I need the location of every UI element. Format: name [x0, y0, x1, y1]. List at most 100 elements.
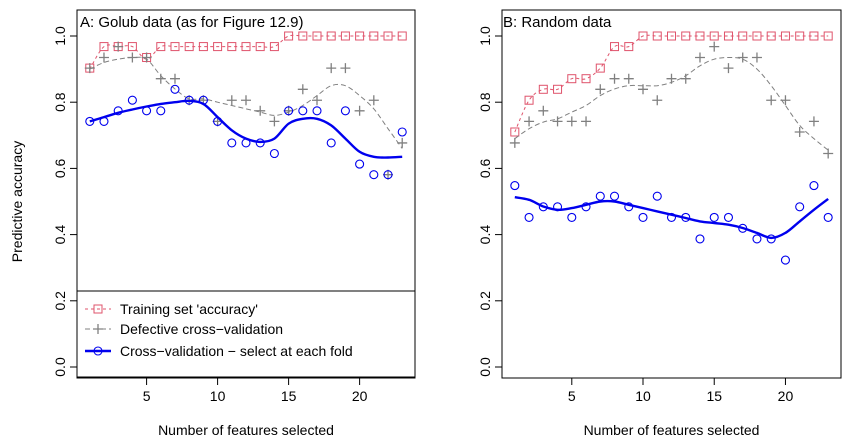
data-point — [553, 202, 563, 212]
data-point — [355, 31, 365, 41]
data-point — [809, 181, 819, 191]
data-point — [581, 202, 591, 212]
data-point — [226, 95, 237, 106]
data-point — [723, 31, 733, 41]
data-point — [666, 212, 677, 222]
data-point — [823, 31, 833, 41]
data-point — [155, 73, 166, 84]
data-point — [566, 116, 577, 127]
data-point — [623, 73, 634, 84]
panel-a-x-axis-label: Number of features selected — [158, 422, 334, 438]
y-tick-label: 1.0 — [52, 26, 68, 46]
data-point — [127, 95, 137, 105]
series-line — [514, 196, 829, 240]
legend-swatch-marker — [93, 304, 103, 314]
series-line — [514, 56, 829, 151]
data-point — [113, 106, 123, 116]
data-point — [666, 73, 677, 84]
data-point — [766, 234, 776, 244]
y-tick-label: 0.6 — [52, 158, 68, 178]
y-tick-label: 1.0 — [477, 26, 493, 46]
data-point — [595, 84, 606, 95]
y-tick-label: 0.0 — [52, 357, 68, 377]
data-point — [355, 159, 365, 169]
data-point — [694, 52, 705, 63]
data-point — [368, 95, 379, 106]
data-point — [184, 95, 194, 105]
data-point — [312, 106, 322, 116]
legend-swatch-marker — [93, 324, 103, 334]
panel-b-plot-area: 5 10 15 20 0.0 0.2 0.4 0.6 0.8 1.0 — [477, 9, 842, 404]
data-point — [383, 170, 393, 180]
data-point — [397, 137, 408, 148]
legend-box — [76, 290, 416, 378]
data-point — [326, 138, 336, 148]
data-point — [652, 191, 662, 201]
data-point — [624, 202, 634, 212]
series-line — [89, 99, 403, 159]
data-point — [752, 234, 762, 244]
y-tick-label: 0.4 — [52, 225, 68, 245]
panel-a: A: Golub data (as for Figure 12.9) Numbe… — [9, 9, 416, 438]
data-point — [752, 31, 762, 41]
data-point — [255, 42, 265, 52]
data-point — [553, 84, 563, 94]
data-point — [255, 105, 266, 116]
data-point — [312, 95, 323, 106]
data-point — [312, 31, 322, 41]
data-point — [681, 31, 691, 41]
data-point — [369, 31, 379, 41]
data-point — [524, 95, 534, 105]
data-point — [383, 31, 393, 41]
y-tick-label: 0.8 — [477, 92, 493, 112]
panel-b-title: B: Random data — [503, 14, 612, 31]
data-point — [638, 212, 648, 222]
data-point — [156, 106, 166, 116]
data-point — [369, 170, 379, 180]
data-point — [652, 31, 662, 41]
x-tick-label: 20 — [352, 388, 368, 404]
data-point — [680, 73, 691, 84]
data-point — [156, 42, 166, 52]
data-point — [269, 148, 279, 159]
legend-label-training: Training set 'accuracy' — [120, 301, 258, 317]
x-tick-label: 15 — [281, 388, 297, 404]
data-point — [709, 41, 720, 52]
y-tick-label: 0.4 — [477, 225, 493, 245]
legend-label-cv-each-fold: Cross−validation − select at each fold — [120, 343, 353, 359]
x-tick-label: 5 — [568, 388, 576, 404]
panel-a-y-axis-label: Predictive accuracy — [9, 141, 25, 262]
y-tick-label: 0.8 — [52, 92, 68, 112]
data-point — [552, 116, 563, 127]
data-point — [638, 31, 648, 41]
data-point — [340, 106, 350, 116]
data-point — [809, 31, 819, 41]
data-point — [340, 63, 351, 74]
data-point — [723, 212, 734, 222]
panel-a-legend: Training set 'accuracy' Defective cross−… — [76, 290, 416, 378]
data-point — [326, 63, 337, 74]
data-point — [99, 116, 109, 126]
panel-a-title: A: Golub data (as for Figure 12.9) — [80, 14, 303, 31]
data-point — [298, 106, 308, 116]
data-point — [284, 106, 294, 116]
data-point — [99, 42, 109, 52]
data-point — [397, 31, 407, 41]
x-tick-label: 5 — [143, 388, 151, 404]
data-point — [581, 116, 592, 127]
data-point — [170, 84, 180, 94]
data-point — [595, 191, 605, 201]
data-point — [213, 42, 223, 52]
data-point — [780, 95, 791, 106]
data-point — [509, 137, 520, 148]
x-tick-label: 15 — [706, 388, 722, 404]
data-point — [84, 63, 95, 74]
data-point — [297, 84, 308, 95]
data-point — [695, 234, 705, 244]
x-tick-label: 10 — [210, 388, 226, 404]
data-point — [709, 212, 719, 222]
data-point — [227, 138, 237, 148]
data-point — [383, 169, 394, 180]
plot-frame — [76, 9, 416, 379]
